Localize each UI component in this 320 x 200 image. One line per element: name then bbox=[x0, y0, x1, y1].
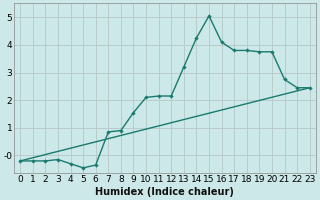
X-axis label: Humidex (Indice chaleur): Humidex (Indice chaleur) bbox=[95, 187, 234, 197]
